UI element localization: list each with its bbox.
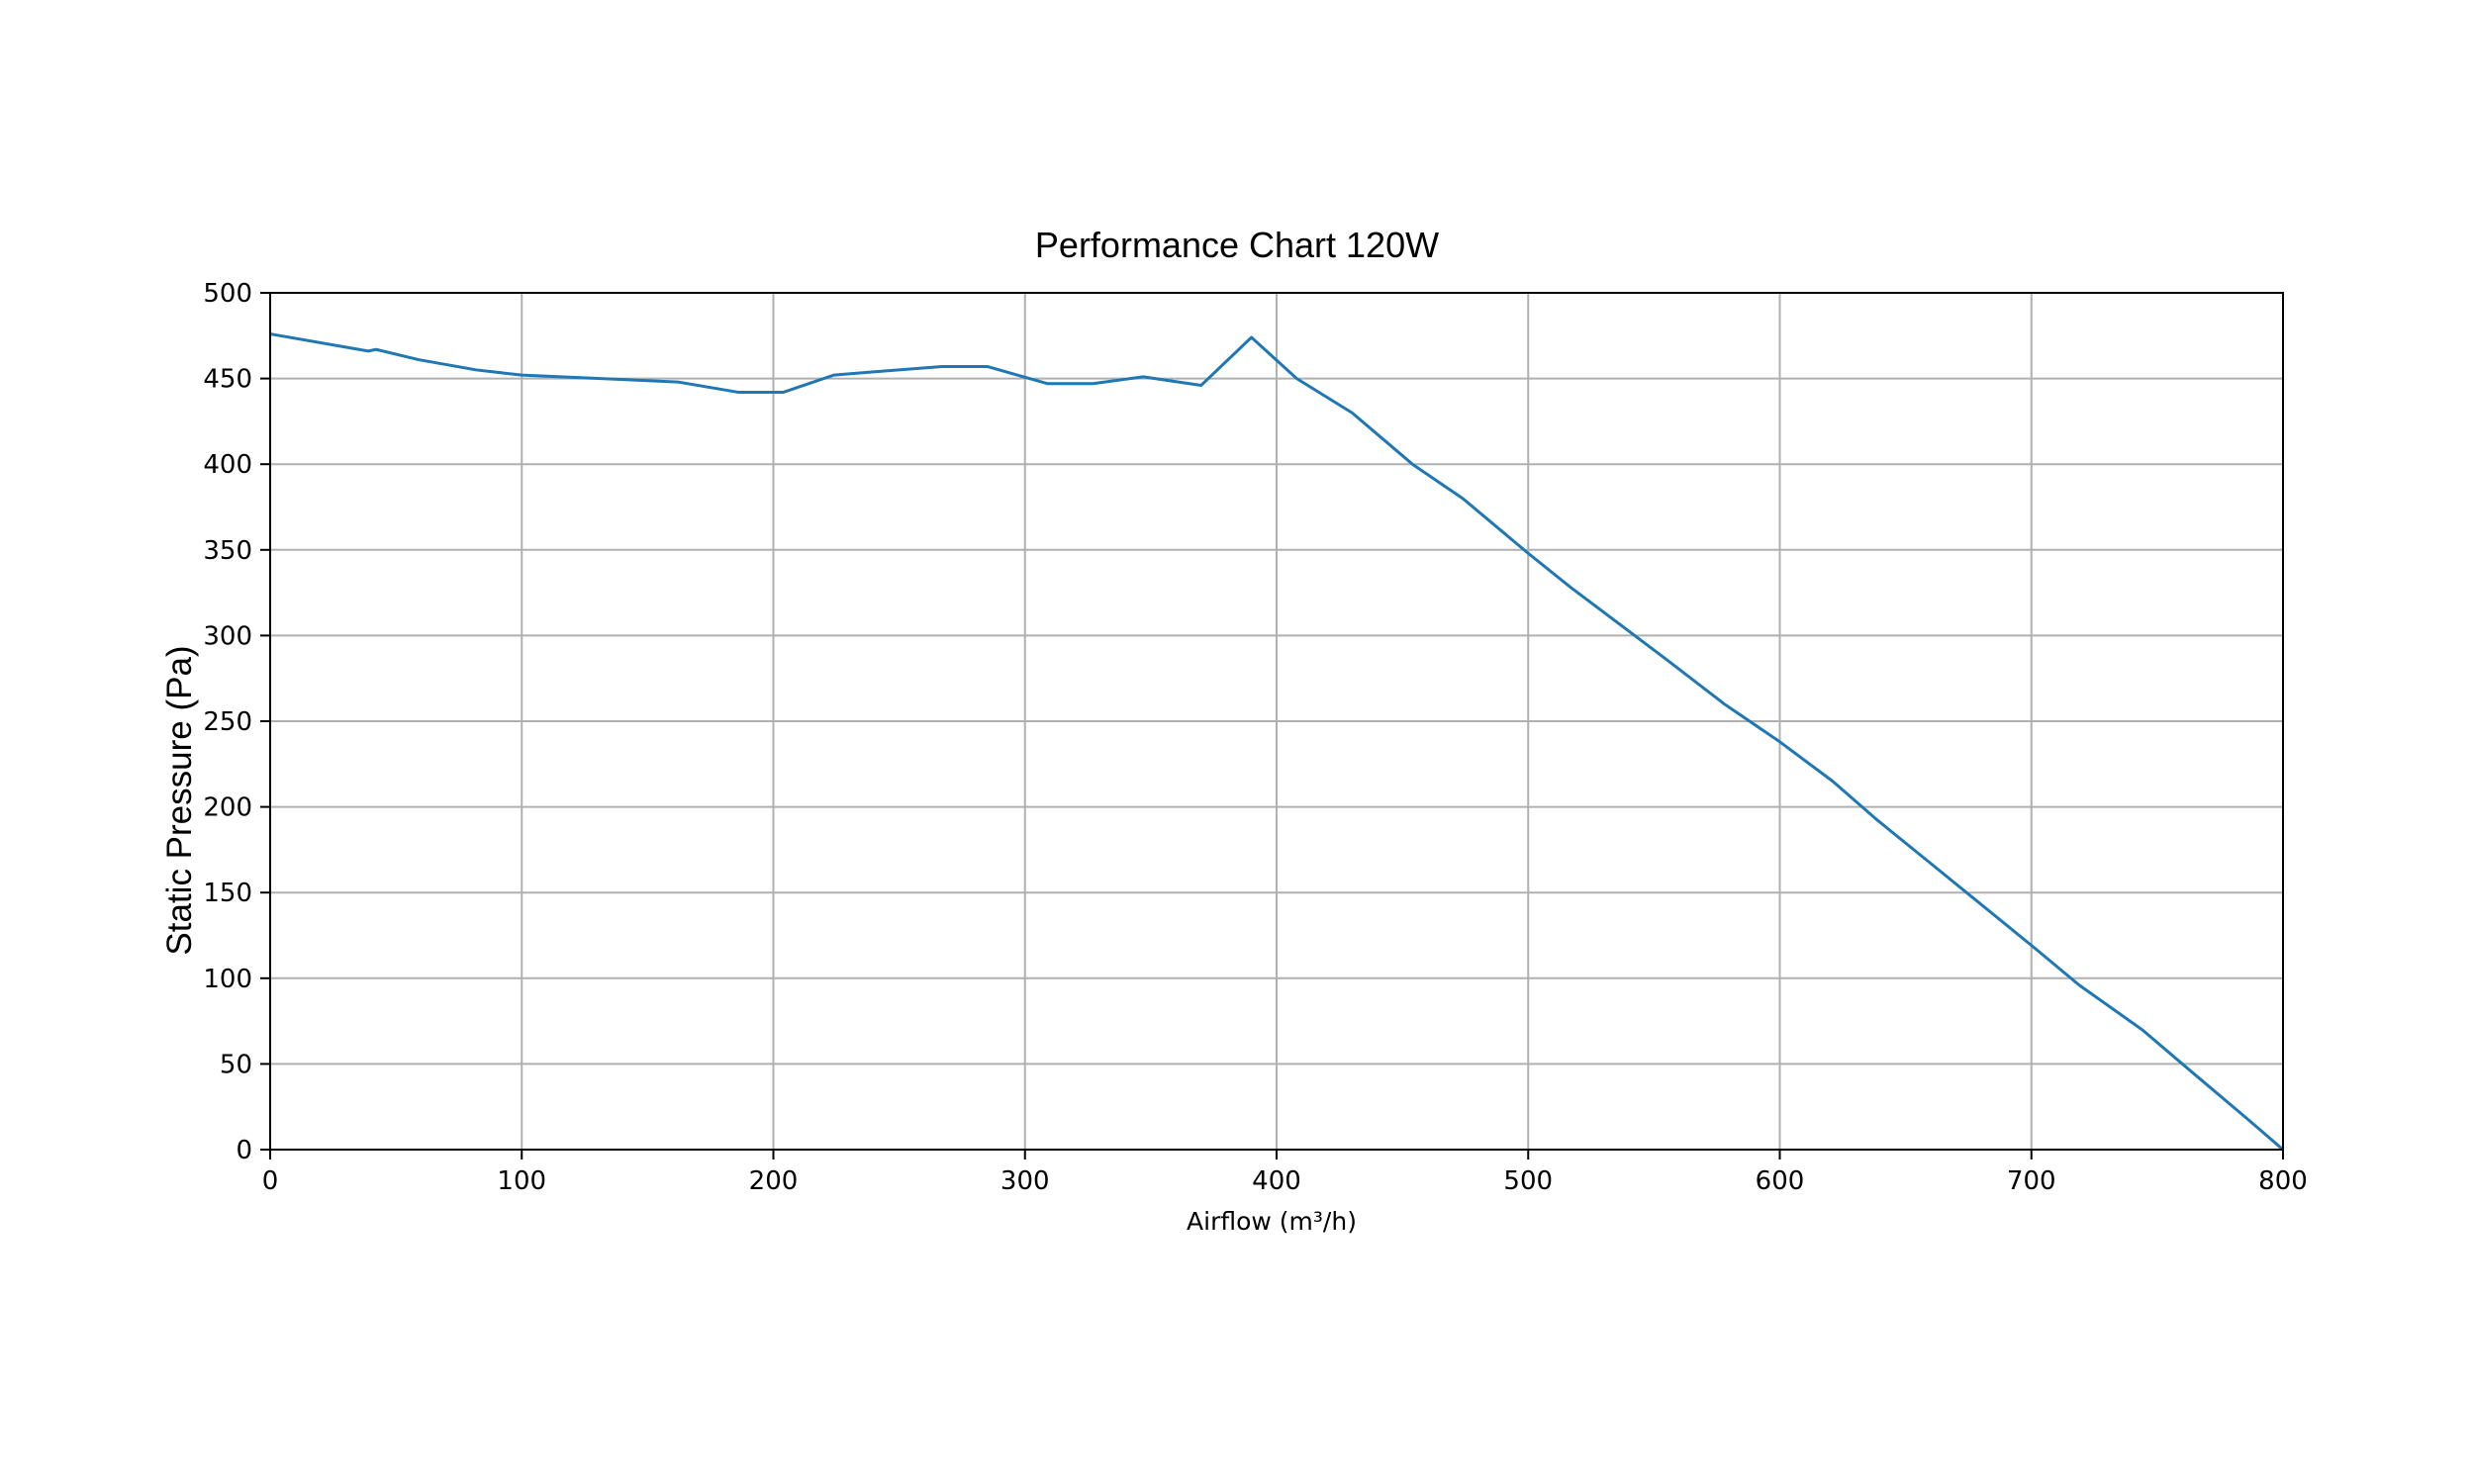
x-tick-label: 500 (1503, 1166, 1553, 1196)
x-tick-label: 800 (2258, 1166, 2308, 1196)
x-tick-label: 700 (2007, 1166, 2056, 1196)
y-axis-label: Static Pressure (Pa) (160, 645, 199, 955)
chart-title: Performance Chart 120W (1035, 225, 1439, 265)
y-tick-label: 500 (203, 279, 252, 309)
grid (269, 292, 2284, 1151)
x-tick-label: 300 (1000, 1166, 1050, 1196)
y-tick-label: 0 (236, 1136, 252, 1165)
x-tick-label: 600 (1756, 1166, 1805, 1196)
y-tick-label: 50 (220, 1050, 252, 1079)
y-tick-label: 200 (203, 793, 252, 823)
x-axis-label: Airflow (m³/h) (1187, 1207, 1357, 1236)
y-tick-label: 400 (203, 450, 252, 480)
series-line (269, 332, 2284, 1152)
y-tick-label: 150 (203, 879, 252, 908)
y-tick-label: 350 (203, 536, 252, 566)
x-tick-label: 200 (749, 1166, 799, 1196)
series-layer (269, 332, 2284, 1152)
y-tick-label: 300 (203, 621, 252, 651)
y-tick-label: 250 (203, 707, 252, 737)
ticks: 0 100 200 300 400 500 600 700 800 0 50 100 150 200 250… (203, 279, 2307, 1196)
y-tick-label: 100 (203, 965, 252, 994)
x-tick-label: 400 (1252, 1166, 1301, 1196)
x-tick-label: 100 (497, 1166, 546, 1196)
x-tick-label: 0 (262, 1166, 279, 1196)
y-tick-label: 450 (203, 365, 252, 395)
